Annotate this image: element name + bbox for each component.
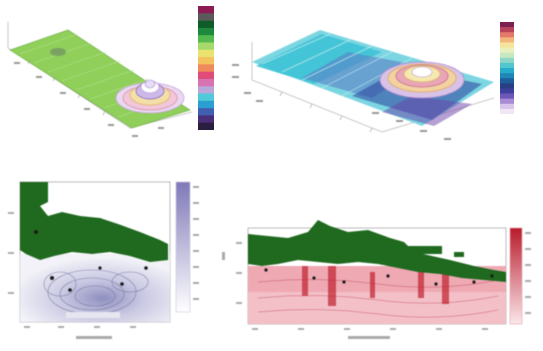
panel-d-sea-light (248, 292, 506, 324)
panel-b-colorbar-swatch (500, 32, 514, 38)
panel-a-colorbar (198, 6, 214, 130)
panel-b-colorbar-swatch (500, 62, 514, 69)
panel-b-colorbar-swatch (500, 52, 514, 59)
panel-a-colorbar-swatch (198, 27, 214, 36)
panel-b-surface-band-2 (302, 52, 422, 98)
panel-a-colorbar-swatch (198, 57, 214, 65)
panel-a-colorbar-swatch (198, 35, 214, 43)
panel-a-colorbar-swatch (198, 100, 214, 109)
panel-b-hill (379, 61, 465, 99)
panel-b-colorbar-swatch (500, 108, 514, 114)
panel-b-surface-plot (222, 0, 543, 160)
panel-a-surface-plane (9, 29, 191, 129)
panel-a-colorbar-swatch (198, 122, 214, 130)
panel-b-x-ticks (279, 91, 373, 133)
panel-c-axis-ticks (8, 212, 136, 339)
panel-d-island-1 (402, 246, 442, 254)
panel-d-markers (264, 268, 494, 286)
panel-b-colorbar-swatch (500, 27, 514, 33)
panel-c-inset-label-box (66, 312, 120, 318)
panel-b-colorbar-swatch (500, 57, 514, 64)
panel-b-colorbar-swatch (500, 47, 514, 53)
panel-a-colorbar-swatch (198, 93, 214, 102)
panel-c-contour-map (0, 172, 215, 351)
panel-a-x-ticks (27, 59, 106, 116)
panel-b-colorbar-swatch (500, 98, 514, 105)
panel-b-colorbar-swatch (500, 88, 514, 94)
panel-c-colorbar-ticks (193, 186, 199, 300)
panel-a-colorbar-swatch (198, 42, 214, 51)
panel-a-colorbar-swatch (198, 6, 214, 14)
panel-a-dark-patch (50, 48, 66, 56)
panel-a-colorbar-swatch (198, 78, 214, 87)
panel-b-colorbar-swatch (500, 42, 514, 48)
panel-a-colorbar-swatch (198, 20, 214, 29)
panel-a-colorbar-swatch (198, 49, 214, 58)
panel-c-colorbar (175, 181, 191, 313)
panel-a-colorbar-swatch (198, 108, 214, 116)
panel-d-axis-ticks (222, 242, 488, 339)
panel-b-colorbar-swatch (500, 103, 514, 110)
panel-a-colorbar-swatch (198, 64, 214, 72)
panel-c-markers (34, 230, 148, 292)
panel-a-tick-labels (14, 62, 164, 137)
panel-d-contour-map (218, 212, 543, 351)
panel-d-contour-lines (257, 279, 499, 318)
panel-b-colorbar-swatch (500, 37, 514, 43)
panel-d-land (248, 220, 506, 282)
panel-b-colorbar-swatch (500, 93, 514, 99)
panel-d-island-2 (454, 252, 464, 257)
panel-b-colorbar (500, 22, 514, 114)
panel-b-tick-labels (232, 64, 451, 140)
panel-a-surface-plot (0, 0, 220, 150)
panel-c-sea (20, 254, 170, 322)
panel-b-surface-band-4 (382, 96, 472, 126)
panel-c-land (20, 182, 168, 262)
panel-d-contours (302, 266, 449, 306)
panel-b-colorbar-swatch (500, 22, 514, 28)
panel-a-colorbar-swatch (198, 71, 214, 80)
panel-b-colorbar-swatch (500, 78, 514, 84)
panel-a-peak (115, 79, 185, 114)
panel-b-colorbar-swatch (500, 83, 514, 89)
panel-b-colorbar-swatch (500, 68, 514, 74)
panel-d-colorbar (509, 227, 523, 325)
panel-b-colorbar-swatch (500, 73, 514, 79)
panel-a-colorbar-swatch (198, 86, 214, 94)
panel-b-surface-streaks (261, 33, 413, 97)
panel-a-colorbar-swatch (198, 13, 214, 21)
panel-d-colorbar-ticks (525, 232, 531, 314)
panel-b-surface-band-1 (256, 34, 382, 84)
panel-a-colorbar-swatch (198, 115, 214, 123)
panel-c-land-top (20, 182, 48, 208)
